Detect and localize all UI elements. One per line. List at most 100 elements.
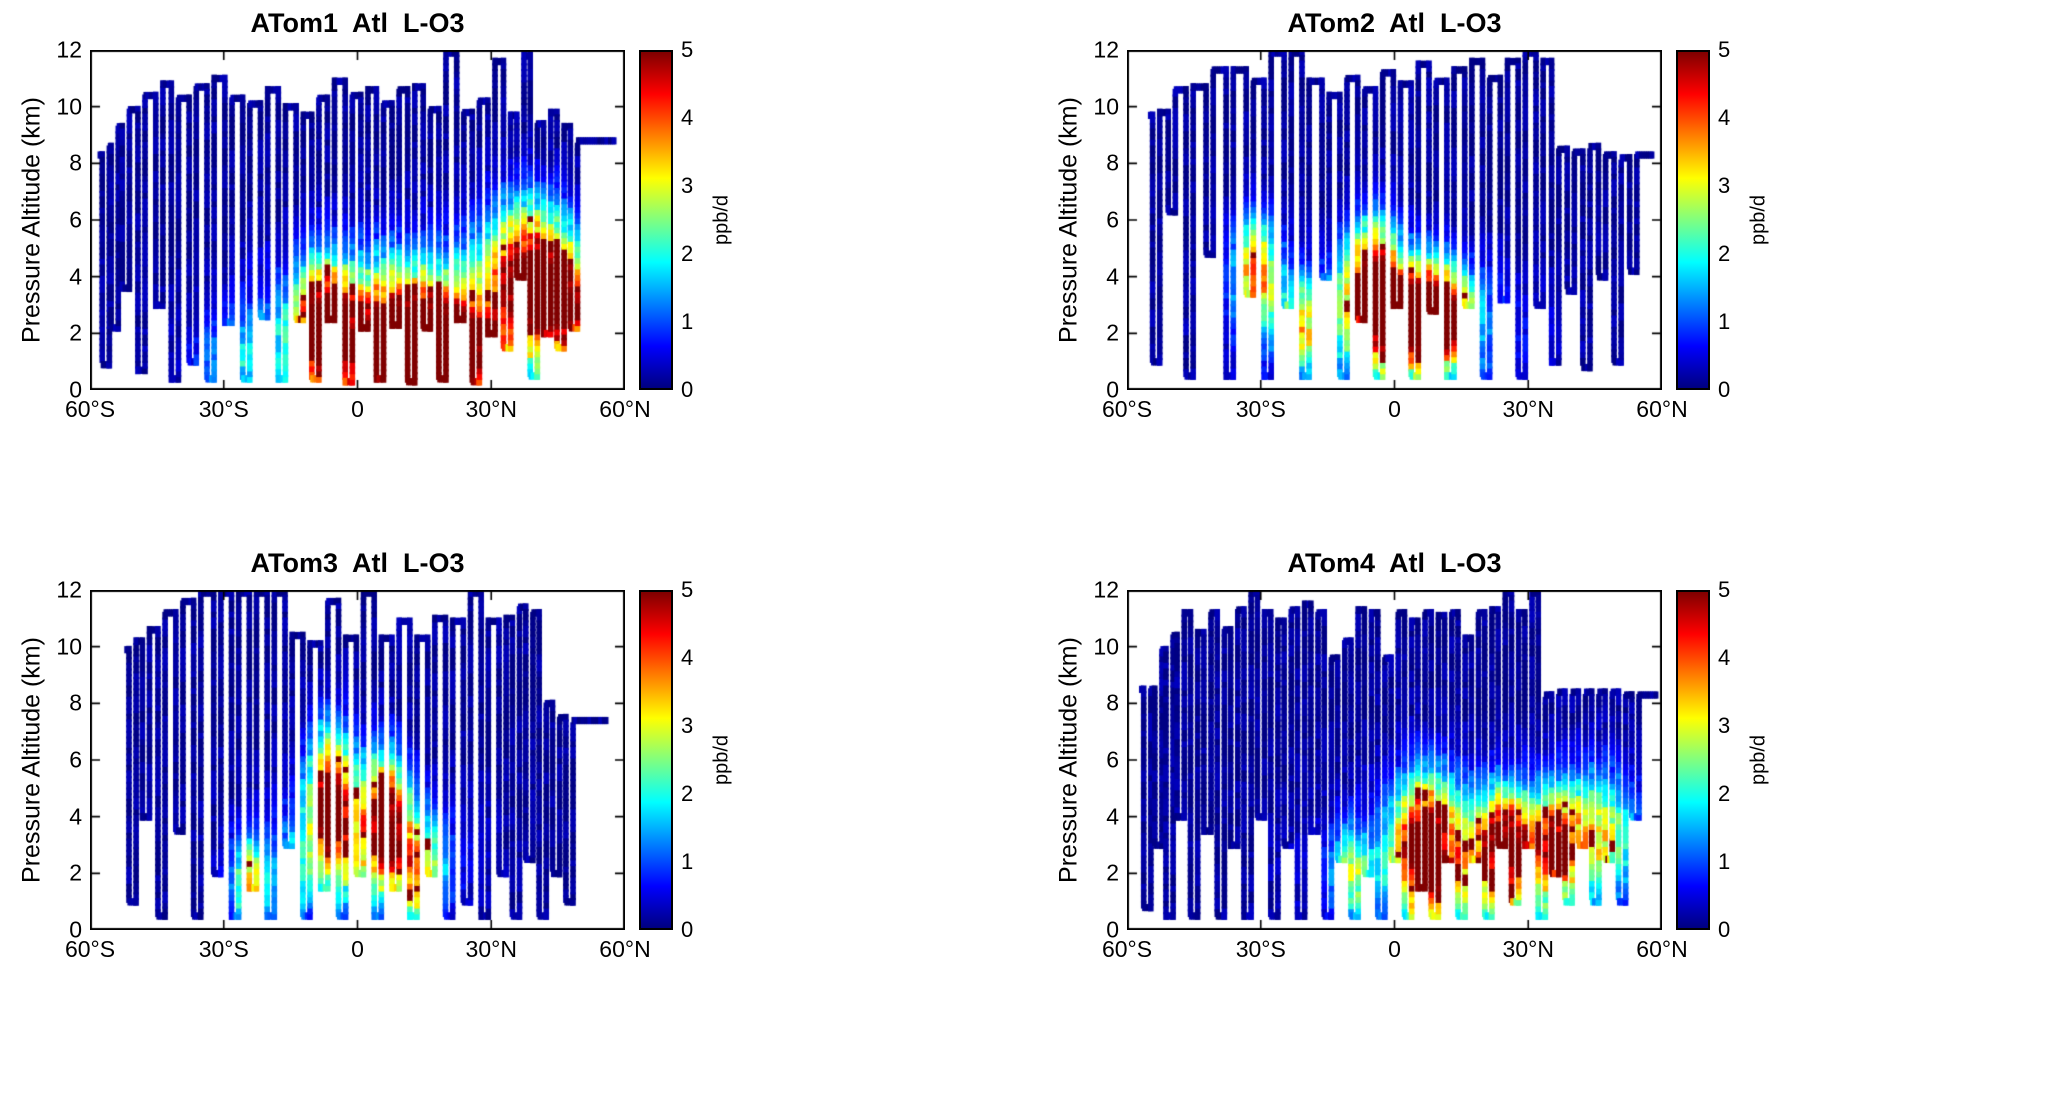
- x-axis-tick-labels: 60°S 30°S 0 30°N 60°N: [65, 936, 651, 966]
- colorbar-tick-label: 3: [1718, 173, 1731, 198]
- colorbar-tick-label: 0: [681, 917, 694, 942]
- colorbar-tick-label: 4: [681, 645, 694, 670]
- y-tick-label: 4: [69, 263, 82, 290]
- x-tick-label: 60°N: [599, 936, 651, 962]
- x-tick-label: 60°S: [64, 936, 116, 962]
- colorbar-label: ppb/d: [710, 734, 733, 786]
- colorbar-tick-label: 2: [681, 781, 694, 806]
- x-tick-label: 0: [351, 396, 364, 422]
- x-tick-label: 30°N: [465, 396, 517, 422]
- x-tick-label: 0: [1388, 936, 1401, 962]
- colorbar-tick-label: 5: [681, 37, 694, 62]
- y-tick-label: 12: [1093, 576, 1119, 603]
- x-tick-label: 30°N: [1502, 936, 1554, 962]
- colorbar-tick-label: 5: [1718, 37, 1731, 62]
- x-tick-label: 60°N: [599, 396, 651, 422]
- colorbar-tick-label: 2: [681, 241, 694, 266]
- colorbar-tick-label: 4: [681, 105, 694, 130]
- colorbar-tick-label: 3: [681, 713, 694, 738]
- colorbar-tick-label: 1: [1718, 309, 1731, 334]
- curtain-plot-canvas: [1127, 50, 1662, 390]
- x-tick-label: 0: [1388, 396, 1401, 422]
- x-axis-tick-labels: 60°S 30°S 0 30°N 60°N: [1102, 936, 1688, 966]
- colorbar-gradient: [641, 592, 671, 928]
- y-tick-label: 2: [1106, 859, 1119, 886]
- colorbar-tick-label: 1: [681, 849, 694, 874]
- colorbar-label: ppb/d: [1747, 194, 1770, 246]
- colorbar-gradient: [1678, 592, 1708, 928]
- colorbar-tick-labels: 0 1 2 3 4 5: [681, 37, 721, 402]
- y-tick-label: 12: [56, 576, 82, 603]
- y-tick-label: 8: [69, 149, 82, 176]
- colorbar-tick-label: 3: [1718, 713, 1731, 738]
- colorbar-gradient: [641, 52, 671, 388]
- colorbar-tick-labels: 0 1 2 3 4 5: [1718, 577, 1758, 942]
- x-tick-label: 30°S: [198, 396, 249, 422]
- y-tick-label: 0: [69, 916, 82, 943]
- y-axis-tick-labels: 0 2 4 6 8 10 12: [1075, 37, 1119, 403]
- y-tick-label: 0: [1106, 376, 1119, 403]
- y-tick-label: 2: [69, 859, 82, 886]
- y-tick-label: 6: [1106, 746, 1119, 773]
- y-tick-label: 4: [1106, 263, 1119, 290]
- y-tick-label: 12: [56, 36, 82, 63]
- y-tick-label: 12: [1093, 36, 1119, 63]
- y-tick-label: 8: [1106, 149, 1119, 176]
- colorbar-tick-labels: 0 1 2 3 4 5: [1718, 37, 1758, 402]
- chart-title: ATom4 Atl L-O3: [1287, 548, 1502, 578]
- y-tick-label: 6: [69, 746, 82, 773]
- y-axis-tick-labels: 0 2 4 6 8 10 12: [38, 37, 82, 403]
- x-tick-label: 60°S: [64, 396, 116, 422]
- y-tick-label: 6: [69, 206, 82, 233]
- y-tick-label: 10: [56, 633, 82, 660]
- colorbar-gradient: [1678, 52, 1708, 388]
- colorbar: [1676, 590, 1710, 930]
- y-tick-label: 10: [56, 93, 82, 120]
- y-tick-label: 2: [1106, 319, 1119, 346]
- y-axis-tick-labels: 0 2 4 6 8 10 12: [38, 577, 82, 943]
- x-tick-label: 30°S: [198, 936, 249, 962]
- curtain-plot-canvas: [90, 50, 625, 390]
- x-tick-label: 30°N: [465, 936, 517, 962]
- x-tick-label: 30°S: [1235, 936, 1286, 962]
- colorbar-tick-label: 4: [1718, 645, 1731, 670]
- y-tick-label: 6: [1106, 206, 1119, 233]
- y-tick-label: 4: [1106, 803, 1119, 830]
- chart-title: ATom1 Atl L-O3: [250, 8, 465, 38]
- x-tick-label: 30°N: [1502, 396, 1554, 422]
- chart-title: ATom3 Atl L-O3: [250, 548, 465, 578]
- x-axis-tick-labels: 60°S 30°S 0 30°N 60°N: [65, 396, 651, 426]
- y-tick-label: 10: [1093, 93, 1119, 120]
- colorbar-tick-label: 0: [1718, 917, 1731, 942]
- y-tick-label: 0: [1106, 916, 1119, 943]
- colorbar-tick-label: 2: [1718, 781, 1731, 806]
- x-tick-label: 60°S: [1101, 396, 1153, 422]
- colorbar: [639, 590, 673, 930]
- colorbar-tick-label: 4: [1718, 105, 1731, 130]
- curtain-plot-canvas: [90, 590, 625, 930]
- colorbar: [1676, 50, 1710, 390]
- colorbar: [639, 50, 673, 390]
- x-tick-label: 0: [351, 936, 364, 962]
- x-tick-label: 60°N: [1636, 936, 1688, 962]
- colorbar-label: ppb/d: [1747, 734, 1770, 786]
- curtain-plot-canvas: [1127, 590, 1662, 930]
- colorbar-tick-label: 0: [1718, 377, 1731, 402]
- y-tick-label: 8: [1106, 689, 1119, 716]
- colorbar-tick-label: 0: [681, 377, 694, 402]
- x-tick-label: 60°N: [1636, 396, 1688, 422]
- colorbar-tick-labels: 0 1 2 3 4 5: [681, 577, 721, 942]
- colorbar-label: ppb/d: [710, 194, 733, 246]
- colorbar-tick-label: 2: [1718, 241, 1731, 266]
- x-tick-label: 60°S: [1101, 936, 1153, 962]
- y-axis-tick-labels: 0 2 4 6 8 10 12: [1075, 577, 1119, 943]
- chart-title: ATom2 Atl L-O3: [1287, 8, 1502, 38]
- colorbar-tick-label: 1: [1718, 849, 1731, 874]
- y-tick-label: 8: [69, 689, 82, 716]
- x-tick-label: 30°S: [1235, 396, 1286, 422]
